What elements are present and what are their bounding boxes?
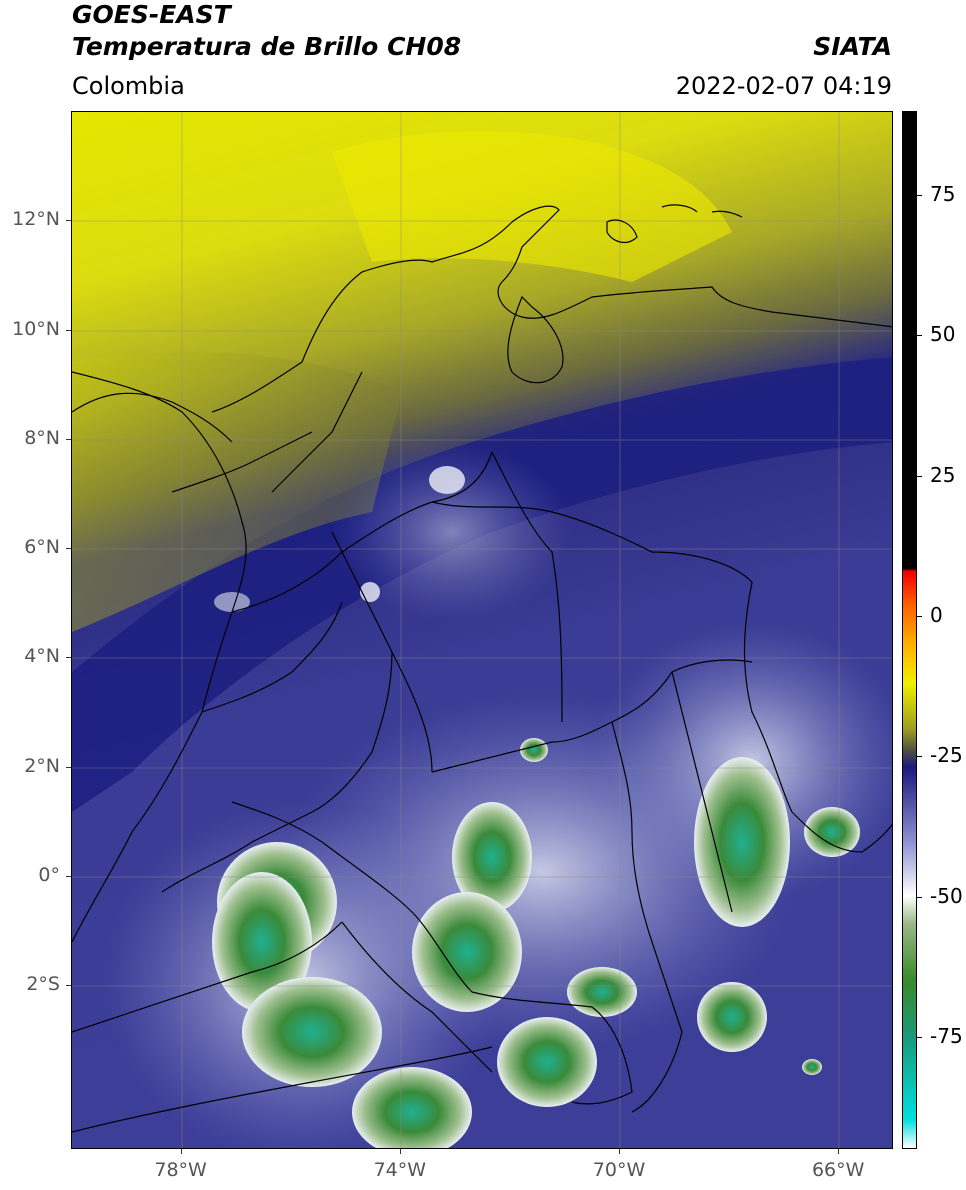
lat-tick-mark	[66, 875, 71, 877]
datetime-label: 2022-02-07 04:19	[675, 72, 892, 100]
colorbar-tick-label: 25	[930, 462, 956, 487]
lat-tick-mark	[66, 657, 71, 659]
lat-tick-label: 4°N	[24, 645, 60, 668]
lon-tick-label: 70°W	[592, 1159, 646, 1181]
colorbar-tick-mark	[917, 335, 922, 337]
colorbar-tick-label: 50	[930, 322, 956, 347]
lon-tick-mark	[619, 1149, 620, 1154]
lon-tick-mark	[838, 1149, 840, 1154]
colorbar-tick-mark	[917, 756, 922, 758]
lat-tick-label: 8°N	[24, 426, 60, 449]
colorbar-tick-mark	[917, 615, 922, 617]
coastlines-borders	[72, 204, 892, 1133]
lat-tick-label: 0°	[38, 863, 60, 886]
lat-tick-mark	[66, 329, 71, 331]
colorbar-tick-label: -50	[930, 883, 963, 908]
colorbar-tick-mark	[917, 896, 922, 898]
lat-tick-mark	[66, 220, 71, 222]
brightness-temperature-map	[72, 112, 892, 1148]
lat-tick-mark	[66, 548, 71, 550]
title-satellite: GOES-EAST	[72, 0, 231, 29]
title-product: Temperatura de Brillo CH08	[72, 32, 462, 61]
lat-tick-label: 2°N	[24, 754, 60, 777]
lon-tick-mark	[399, 1149, 401, 1154]
region-label: Colombia	[72, 72, 185, 100]
lat-tick-label: 10°N	[12, 317, 60, 340]
lat-tick-mark	[66, 985, 71, 987]
lat-tick-label: 12°N	[12, 208, 60, 231]
org-label: SIATA	[813, 32, 892, 61]
lat-tick-mark	[66, 766, 71, 768]
colorbar-tick-label: -75	[930, 1023, 963, 1048]
lat-tick-label: 6°N	[24, 536, 60, 559]
map-panel	[71, 111, 893, 1149]
colorbar-tick-label: 75	[930, 182, 956, 207]
colorbar-tick-label: -25	[930, 743, 963, 768]
colorbar-tick-label: 0	[930, 602, 943, 627]
colorbar-tick-mark	[917, 1036, 922, 1038]
graticule	[72, 112, 892, 1148]
colorbar-tick-mark	[917, 475, 922, 477]
colorbar-tick-mark	[917, 195, 922, 197]
lon-tick-label: 66°W	[811, 1159, 865, 1181]
lon-tick-mark	[180, 1149, 182, 1154]
lat-tick-mark	[66, 438, 71, 440]
lon-tick-label: 78°W	[154, 1159, 207, 1181]
colorbar	[902, 111, 917, 1149]
lat-tick-label: 2°S	[26, 973, 60, 996]
lon-tick-label: 74°W	[373, 1159, 427, 1181]
